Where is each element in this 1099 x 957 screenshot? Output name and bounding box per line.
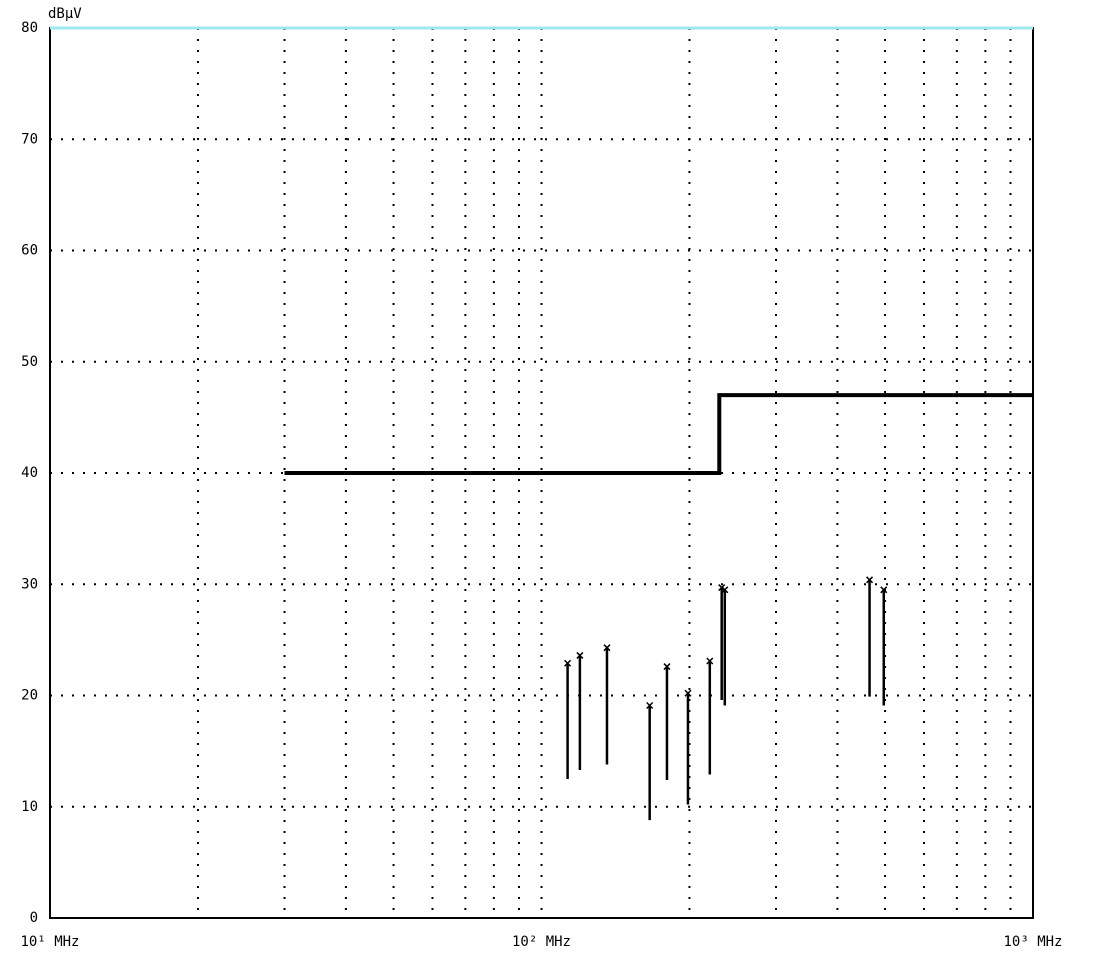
measurement-marker bbox=[880, 586, 888, 594]
y-tick-label: 60 bbox=[21, 243, 38, 259]
y-tick-label: 50 bbox=[21, 354, 38, 370]
measurement-marker bbox=[706, 657, 714, 665]
y-tick-label: 0 bbox=[30, 910, 38, 926]
measurement-marker bbox=[663, 663, 671, 671]
x-tick-label: 10² MHz bbox=[512, 934, 571, 950]
limit-line bbox=[284, 393, 1033, 475]
measurement-marker bbox=[603, 644, 611, 652]
measurement-marker bbox=[684, 689, 692, 697]
y-tick-label: 10 bbox=[21, 799, 38, 815]
y-tick-label: 80 bbox=[21, 20, 38, 36]
y-tick-label: 30 bbox=[21, 576, 38, 592]
measurement-marker bbox=[646, 701, 654, 710]
x-tick-label: 10¹ MHz bbox=[20, 934, 79, 950]
x-tick-label: 10³ MHz bbox=[1003, 934, 1062, 950]
measurement-marker bbox=[866, 576, 874, 584]
measurement-marker bbox=[564, 659, 572, 667]
y-tick-label: 40 bbox=[21, 465, 38, 481]
y-tick-label: 70 bbox=[21, 131, 38, 147]
measurement-marker bbox=[721, 586, 729, 594]
y-axis-label: dBµV bbox=[48, 6, 82, 22]
y-tick-label: 20 bbox=[21, 688, 38, 704]
measurement-marker bbox=[576, 651, 584, 659]
